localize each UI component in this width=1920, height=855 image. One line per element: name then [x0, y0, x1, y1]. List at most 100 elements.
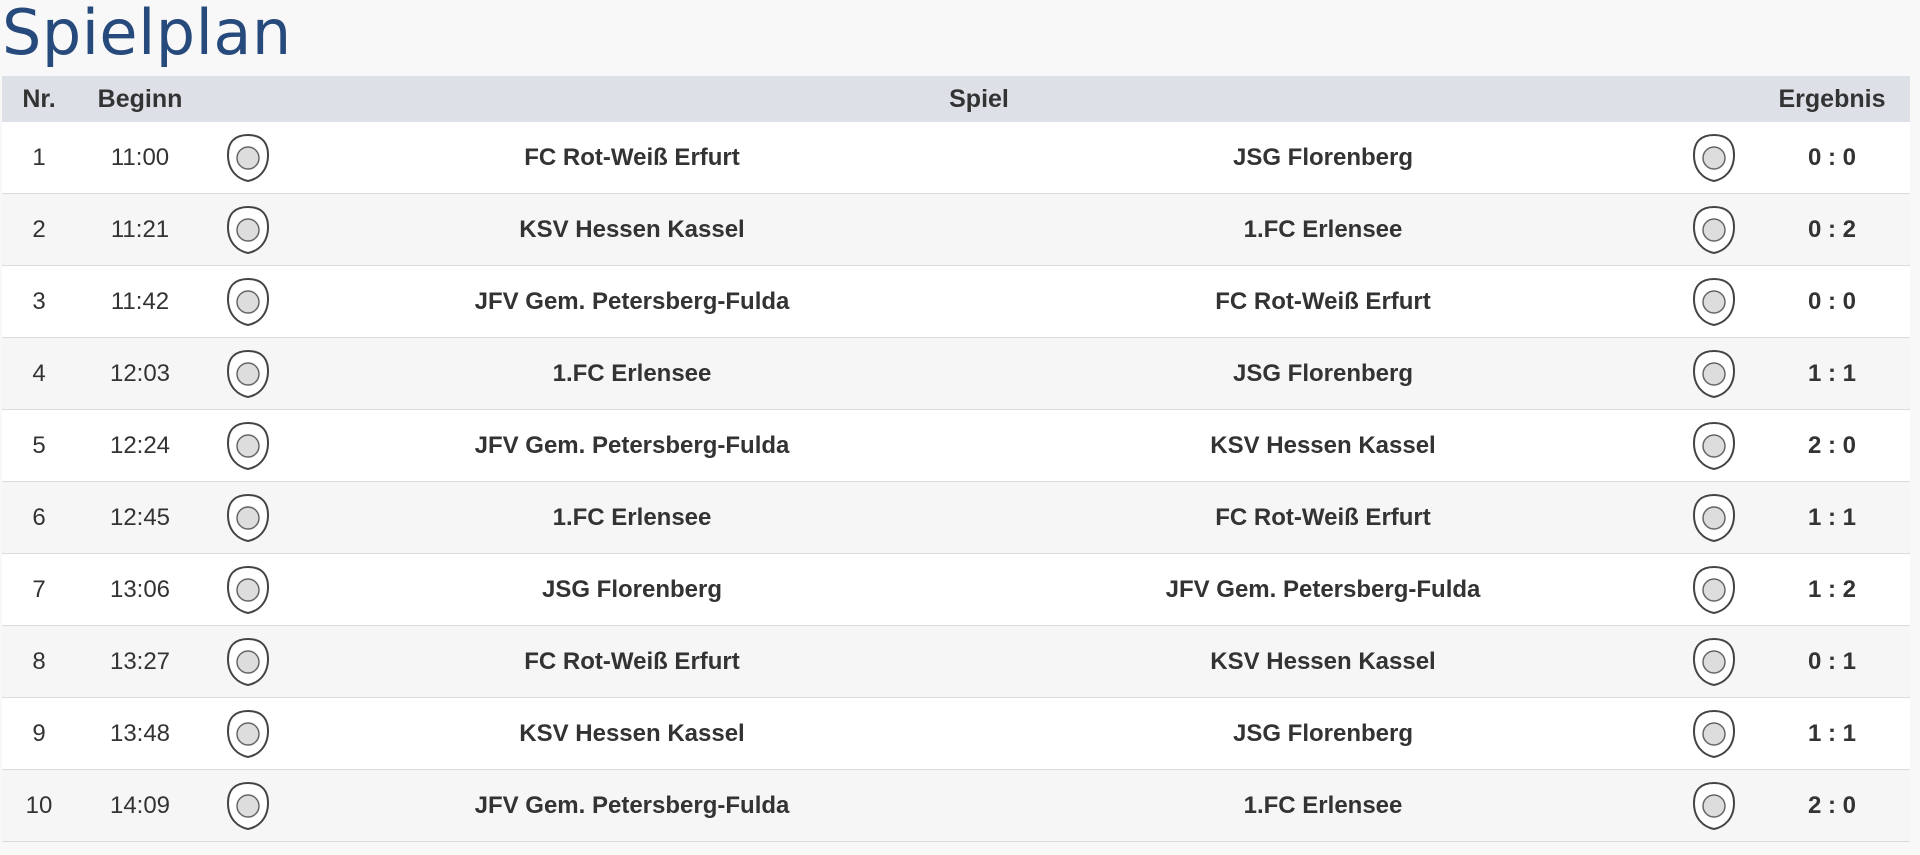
away-team: FC Rot-Weiß Erfurt — [972, 481, 1674, 554]
away-team: JFV Gem. Petersberg-Fulda — [972, 553, 1674, 626]
match-number: 8 — [2, 625, 76, 698]
home-logo-cell — [204, 625, 292, 698]
match-time: 11:00 — [76, 122, 204, 194]
match-result: 0 : 2 — [1754, 193, 1910, 266]
home-team: KSV Hessen Kassel — [292, 193, 972, 266]
match-result: 0 : 0 — [1754, 265, 1910, 338]
away-team: FC Rot-Weiß Erfurt — [972, 265, 1674, 338]
home-team: 1.FC Erlensee — [292, 481, 972, 554]
home-team: 1.FC Erlensee — [292, 337, 972, 410]
header-row: Nr. Beginn Spiel Ergebnis — [2, 76, 1910, 122]
match-time: 11:21 — [76, 193, 204, 266]
home-team: JFV Gem. Petersberg-Fulda — [292, 769, 972, 842]
match-result: 1 : 1 — [1754, 481, 1910, 554]
match-number: 5 — [2, 409, 76, 482]
team-logo — [226, 565, 270, 614]
home-logo-cell — [204, 265, 292, 338]
match-time: 11:42 — [76, 265, 204, 338]
away-team: JSG Florenberg — [972, 697, 1674, 770]
team-logo — [1692, 205, 1736, 254]
schedule-table: Nr. Beginn Spiel Ergebnis 1 11:00 FC Rot-W… — [2, 76, 1910, 842]
team-logo — [1692, 709, 1736, 758]
match-row: 9 13:48 KSV Hessen Kassel JSG Florenberg 1 :… — [2, 697, 1910, 770]
team-logo — [226, 421, 270, 470]
match-row: 2 11:21 KSV Hessen Kassel 1.FC Erlensee 0 : … — [2, 193, 1910, 266]
match-number: 10 — [2, 769, 76, 842]
home-logo-cell — [204, 409, 292, 482]
team-logo — [226, 349, 270, 398]
header-cell: Beginn — [76, 76, 204, 122]
match-result: 2 : 0 — [1754, 409, 1910, 482]
match-row: 10 14:09 JFV Gem. Petersberg-Fulda 1.FC Erl… — [2, 769, 1910, 842]
match-result: 1 : 1 — [1754, 697, 1910, 770]
match-time: 14:09 — [76, 769, 204, 842]
away-logo-cell — [1674, 769, 1754, 842]
team-logo — [1692, 349, 1736, 398]
away-logo-cell — [1674, 481, 1754, 554]
away-logo-cell — [1674, 409, 1754, 482]
team-logo — [226, 133, 270, 182]
match-result: 0 : 1 — [1754, 625, 1910, 698]
match-number: 7 — [2, 553, 76, 626]
match-number: 3 — [2, 265, 76, 338]
team-logo — [226, 205, 270, 254]
match-row: 6 12:45 1.FC Erlensee FC Rot-Weiß Erfurt 1 :… — [2, 481, 1910, 554]
home-logo-cell — [204, 122, 292, 194]
away-team: 1.FC Erlensee — [972, 769, 1674, 842]
team-logo — [1692, 565, 1736, 614]
team-logo — [1692, 781, 1736, 830]
match-row: 7 13:06 JSG Florenberg JFV Gem. Petersberg-… — [2, 553, 1910, 626]
away-logo-cell — [1674, 265, 1754, 338]
match-number: 9 — [2, 697, 76, 770]
home-logo-cell — [204, 697, 292, 770]
away-logo-cell — [1674, 553, 1754, 626]
home-team: FC Rot-Weiß Erfurt — [292, 625, 972, 698]
match-result: 0 : 0 — [1754, 122, 1910, 194]
match-number: 4 — [2, 337, 76, 410]
match-result: 1 : 1 — [1754, 337, 1910, 410]
away-logo-cell — [1674, 122, 1754, 194]
home-logo-cell — [204, 481, 292, 554]
home-team: JSG Florenberg — [292, 553, 972, 626]
match-time: 12:24 — [76, 409, 204, 482]
match-time: 12:03 — [76, 337, 204, 410]
away-logo-cell — [1674, 193, 1754, 266]
match-number: 1 — [2, 122, 76, 194]
match-number: 6 — [2, 481, 76, 554]
home-logo-cell — [204, 769, 292, 842]
team-logo — [1692, 277, 1736, 326]
away-team: KSV Hessen Kassel — [972, 625, 1674, 698]
away-team: 1.FC Erlensee — [972, 193, 1674, 266]
home-team: KSV Hessen Kassel — [292, 697, 972, 770]
home-logo-cell — [204, 553, 292, 626]
team-logo — [226, 781, 270, 830]
header-cell: Spiel — [204, 76, 1754, 122]
match-row: 8 13:27 FC Rot-Weiß Erfurt KSV Hessen Kasse… — [2, 625, 1910, 698]
header-cell: Ergebnis — [1754, 76, 1910, 122]
team-logo — [226, 709, 270, 758]
header-cell: Nr. — [2, 76, 76, 122]
away-logo-cell — [1674, 697, 1754, 770]
match-time: 12:45 — [76, 481, 204, 554]
team-logo — [1692, 421, 1736, 470]
team-logo — [1692, 637, 1736, 686]
match-time: 13:06 — [76, 553, 204, 626]
match-row: 5 12:24 JFV Gem. Petersberg-Fulda KSV Hesse… — [2, 409, 1910, 482]
away-team: JSG Florenberg — [972, 122, 1674, 194]
team-logo — [226, 637, 270, 686]
match-time: 13:48 — [76, 697, 204, 770]
team-logo — [1692, 133, 1736, 182]
table-body: 1 11:00 FC Rot-Weiß Erfurt JSG Florenberg 0 … — [2, 122, 1910, 842]
match-row: 4 12:03 1.FC Erlensee JSG Florenberg 1 : 1 — [2, 337, 1910, 410]
team-logo — [1692, 493, 1736, 542]
match-result: 1 : 2 — [1754, 553, 1910, 626]
team-logo — [226, 277, 270, 326]
away-logo-cell — [1674, 625, 1754, 698]
away-team: JSG Florenberg — [972, 337, 1674, 410]
home-team: JFV Gem. Petersberg-Fulda — [292, 409, 972, 482]
page-title: Spielplan — [2, 0, 292, 69]
match-row: 1 11:00 FC Rot-Weiß Erfurt JSG Florenberg 0 … — [2, 122, 1910, 194]
home-team: FC Rot-Weiß Erfurt — [292, 122, 972, 194]
match-time: 13:27 — [76, 625, 204, 698]
